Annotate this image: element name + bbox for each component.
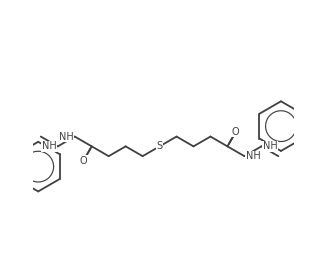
Text: NH: NH <box>263 141 277 151</box>
Text: O: O <box>79 156 87 166</box>
Text: NH: NH <box>59 131 74 142</box>
Text: NH: NH <box>246 151 261 161</box>
Text: NH: NH <box>42 141 57 151</box>
Text: O: O <box>232 127 240 137</box>
Text: S: S <box>157 141 163 151</box>
